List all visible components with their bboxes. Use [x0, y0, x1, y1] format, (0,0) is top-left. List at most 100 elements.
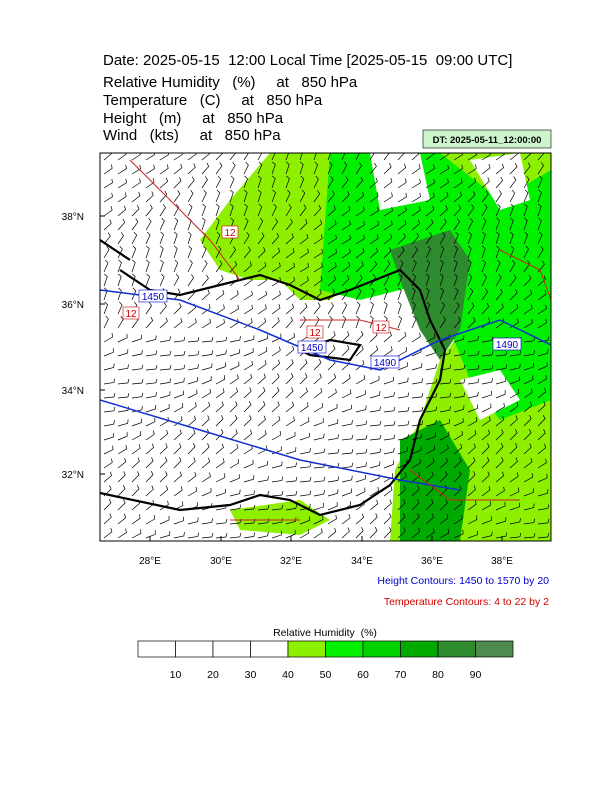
wind-barb [299, 219, 308, 231]
wind-barb [173, 351, 186, 357]
wind-barb [299, 262, 309, 273]
field-line: Relative Humidity (%) at 850 hPa [103, 74, 358, 91]
wind-barb [425, 273, 430, 287]
wind-barb [369, 192, 379, 203]
wind-barb [103, 378, 116, 385]
wind-barb [481, 390, 493, 399]
wind-barb [453, 392, 466, 399]
wind-barb [145, 316, 154, 329]
wind-barb [467, 417, 478, 427]
wind-barb [327, 403, 338, 413]
wind-barb [215, 336, 228, 343]
wind-barb [537, 175, 543, 189]
wind-barb [313, 502, 325, 511]
wind-barb [173, 416, 183, 427]
wind-barb [201, 350, 214, 357]
wind-barb [173, 457, 182, 469]
wind-barb [117, 245, 123, 259]
wind-barb [145, 417, 156, 427]
wind-barb [201, 203, 206, 217]
wind-barb [201, 518, 213, 525]
wind-barb [145, 245, 150, 259]
wind-barb [355, 206, 365, 217]
wind-barb [187, 231, 192, 245]
wind-barb [229, 489, 241, 497]
wind-barb [467, 302, 475, 315]
wind-barb [341, 404, 353, 413]
wind-barb [271, 218, 279, 231]
wind-barb [145, 231, 151, 245]
wind-barb [439, 514, 449, 525]
wind-barb [369, 260, 378, 273]
wind-barb [341, 234, 351, 245]
wind-barb [453, 418, 464, 427]
wind-barb [243, 490, 255, 497]
wind-barb [285, 345, 295, 357]
wind-barb [117, 393, 130, 399]
wind-barb [495, 402, 505, 413]
wind-barb [481, 288, 489, 301]
wind-barb [369, 206, 379, 217]
wind-barb [397, 163, 407, 175]
wind-barb [467, 336, 479, 343]
humid-area [390, 230, 470, 360]
wind-barb [397, 392, 410, 399]
wind-barb [187, 389, 198, 399]
wind-barb [313, 161, 319, 175]
wind-barb [467, 350, 480, 357]
wind-barb [453, 316, 461, 329]
wind-barb [523, 162, 531, 175]
wind-barb [131, 444, 141, 455]
wind-barb [397, 315, 403, 329]
wind-barb [355, 248, 365, 259]
wind-barb [509, 153, 519, 161]
wind-barb [439, 153, 449, 161]
wind-barb [397, 287, 402, 301]
wind-barb [271, 290, 281, 301]
wind-barb [495, 429, 504, 441]
wind-barb [285, 517, 297, 525]
wind-barb [243, 504, 256, 511]
wind-barb [103, 192, 113, 203]
wind-barb [537, 458, 547, 469]
wind-barb [285, 401, 295, 413]
wind-barb [187, 245, 193, 259]
wind-barb [327, 419, 339, 427]
wind-barb [425, 259, 431, 273]
wind-barb [523, 304, 533, 315]
wind-barb [299, 248, 309, 259]
wind-barb [215, 260, 223, 273]
wind-barb [313, 373, 322, 385]
wind-barb [257, 161, 263, 175]
wind-barb [425, 419, 437, 427]
wind-barb [481, 153, 491, 161]
wind-barb [369, 420, 382, 427]
wind-barb [243, 373, 253, 385]
wind-barb [103, 232, 111, 245]
wind-barb [145, 392, 157, 399]
wind-barb [117, 232, 124, 245]
wind-barb [523, 217, 528, 231]
wind-barb [383, 513, 392, 525]
wind-barb [425, 333, 436, 343]
wind-barb [299, 417, 310, 427]
wind-barb [341, 248, 351, 259]
wind-barb [537, 203, 542, 217]
wind-barb [509, 518, 521, 525]
colorbar-cell [325, 640, 364, 658]
wind-barb [285, 262, 295, 273]
wind-barb [425, 205, 435, 217]
wind-barb [411, 259, 417, 273]
wind-barb [173, 336, 186, 343]
wind-barb [383, 527, 392, 539]
wind-barb [439, 218, 447, 231]
wind-barb [341, 161, 348, 175]
wind-barb [355, 448, 368, 455]
wind-barb [131, 379, 144, 385]
wind-barb [369, 434, 382, 441]
wind-barb [327, 248, 337, 259]
wind-barb [229, 336, 241, 343]
wind-barb [117, 419, 129, 427]
wind-barb [537, 473, 548, 483]
wind-barb [215, 304, 225, 315]
